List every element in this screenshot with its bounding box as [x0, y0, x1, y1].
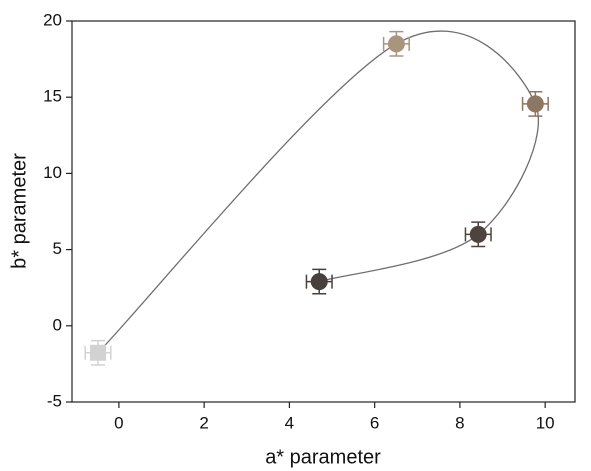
x-tick-label: 8	[455, 413, 464, 432]
y-tick-label: 20	[43, 10, 62, 29]
point	[387, 35, 405, 53]
y-tick-label: 0	[53, 315, 62, 334]
x-tick-label: 4	[285, 413, 294, 432]
fit-curve	[97, 30, 540, 354]
y-tick-label: -5	[47, 391, 62, 410]
point	[90, 344, 107, 361]
y-tick-label: 5	[53, 239, 62, 258]
y-axis-label: b* parameter	[8, 153, 30, 269]
x-tick-label: 0	[114, 413, 123, 432]
point	[310, 273, 328, 291]
plot-frame	[71, 20, 576, 403]
y-tick-label: 15	[43, 87, 62, 106]
x-tick-label: 2	[199, 413, 208, 432]
point	[526, 95, 544, 113]
x-tick-label: 6	[370, 413, 379, 432]
x-tick-label: 10	[536, 413, 555, 432]
point	[469, 225, 487, 243]
x-axis-label: a* parameter	[265, 446, 381, 468]
y-tick-label: 10	[43, 163, 62, 182]
